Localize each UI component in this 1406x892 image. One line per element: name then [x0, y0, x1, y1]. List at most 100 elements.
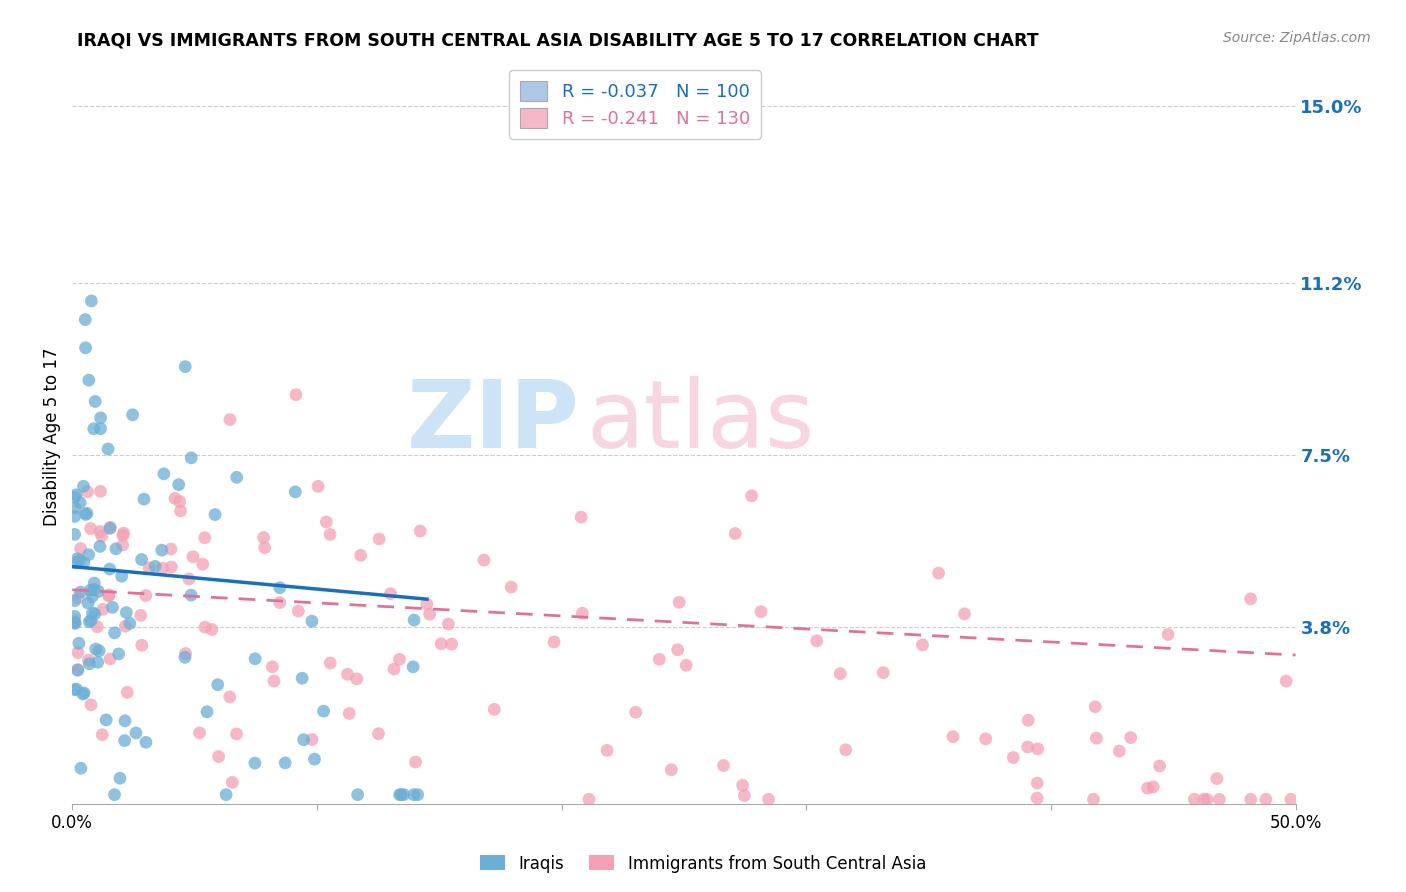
Iraqis: [291, 671, 314, 685]
Iraqis: [406, 788, 429, 802]
Y-axis label: Disability Age 5 to 17: Disability Age 5 to 17: [44, 347, 60, 525]
Immigrants from South Central Asia: [79, 522, 101, 536]
Iraqis: [72, 479, 94, 493]
Legend: R = -0.037   N = 100, R = -0.241   N = 130: R = -0.037 N = 100, R = -0.241 N = 130: [509, 70, 761, 139]
Immigrants from South Central Asia: [86, 620, 108, 634]
Immigrants from South Central Asia: [661, 763, 683, 777]
Immigrants from South Central Asia: [80, 698, 103, 712]
Text: Source: ZipAtlas.com: Source: ZipAtlas.com: [1223, 31, 1371, 45]
Immigrants from South Central Asia: [430, 637, 453, 651]
Iraqis: [87, 584, 110, 599]
Immigrants from South Central Asia: [367, 726, 389, 740]
Iraqis: [284, 484, 307, 499]
Iraqis: [86, 656, 108, 670]
Iraqis: [77, 373, 100, 387]
Iraqis: [70, 761, 93, 775]
Iraqis: [83, 607, 105, 621]
Immigrants from South Central Asia: [388, 652, 411, 666]
Immigrants from South Central Asia: [163, 491, 186, 506]
Iraqis: [65, 488, 87, 502]
Immigrants from South Central Asia: [1026, 791, 1049, 805]
Immigrants from South Central Asia: [287, 604, 309, 618]
Immigrants from South Central Asia: [160, 560, 183, 574]
Immigrants from South Central Asia: [741, 489, 763, 503]
Immigrants from South Central Asia: [66, 646, 89, 660]
Immigrants from South Central Asia: [90, 529, 112, 543]
Iraqis: [80, 614, 103, 628]
Immigrants from South Central Asia: [114, 619, 136, 633]
Immigrants from South Central Asia: [543, 635, 565, 649]
Iraqis: [243, 756, 266, 770]
Immigrants from South Central Asia: [666, 642, 689, 657]
Immigrants from South Central Asia: [69, 541, 91, 556]
Immigrants from South Central Asia: [135, 589, 157, 603]
Immigrants from South Central Asia: [724, 526, 747, 541]
Iraqis: [312, 704, 335, 718]
Iraqis: [83, 422, 105, 436]
Immigrants from South Central Asia: [262, 660, 284, 674]
Immigrants from South Central Asia: [111, 538, 134, 552]
Immigrants from South Central Asia: [112, 526, 135, 541]
Immigrants from South Central Asia: [336, 667, 359, 681]
Immigrants from South Central Asia: [806, 633, 828, 648]
Immigrants from South Central Asia: [1149, 759, 1171, 773]
Iraqis: [63, 527, 86, 541]
Immigrants from South Central Asia: [208, 749, 231, 764]
Immigrants from South Central Asia: [177, 572, 200, 586]
Iraqis: [153, 467, 176, 481]
Immigrants from South Central Asia: [501, 580, 523, 594]
Immigrants from South Central Asia: [1157, 627, 1180, 641]
Immigrants from South Central Asia: [201, 623, 224, 637]
Iraqis: [77, 548, 100, 562]
Iraqis: [84, 642, 107, 657]
Iraqis: [79, 583, 101, 598]
Immigrants from South Central Asia: [98, 520, 121, 534]
Immigrants from South Central Asia: [1026, 776, 1049, 790]
Immigrants from South Central Asia: [571, 606, 593, 620]
Immigrants from South Central Asia: [419, 607, 441, 622]
Immigrants from South Central Asia: [350, 549, 373, 563]
Immigrants from South Central Asia: [675, 658, 697, 673]
Text: atlas: atlas: [586, 376, 814, 467]
Iraqis: [96, 713, 118, 727]
Immigrants from South Central Asia: [181, 549, 204, 564]
Iraqis: [121, 408, 143, 422]
Iraqis: [174, 650, 197, 665]
Iraqis: [118, 616, 141, 631]
Immigrants from South Central Asia: [76, 484, 98, 499]
Iraqis: [389, 788, 412, 802]
Iraqis: [65, 500, 87, 515]
Immigrants from South Central Asia: [440, 637, 463, 651]
Iraqis: [215, 788, 238, 802]
Immigrants from South Central Asia: [111, 528, 134, 542]
Immigrants from South Central Asia: [1136, 781, 1159, 796]
Iraqis: [73, 686, 96, 700]
Immigrants from South Central Asia: [835, 743, 858, 757]
Immigrants from South Central Asia: [315, 515, 337, 529]
Iraqis: [69, 553, 91, 567]
Immigrants from South Central Asia: [928, 566, 950, 580]
Iraqis: [73, 556, 96, 570]
Iraqis: [125, 726, 148, 740]
Text: ZIP: ZIP: [406, 376, 579, 467]
Immigrants from South Central Asia: [115, 685, 138, 699]
Immigrants from South Central Asia: [731, 778, 754, 792]
Immigrants from South Central Asia: [409, 524, 432, 538]
Immigrants from South Central Asia: [1205, 772, 1227, 786]
Immigrants from South Central Asia: [307, 479, 329, 493]
Iraqis: [63, 682, 86, 697]
Immigrants from South Central Asia: [1085, 731, 1108, 746]
Iraqis: [80, 293, 103, 308]
Immigrants from South Central Asia: [63, 614, 86, 628]
Iraqis: [225, 470, 247, 484]
Immigrants from South Central Asia: [152, 561, 174, 575]
Iraqis: [75, 341, 97, 355]
Iraqis: [67, 636, 90, 650]
Immigrants from South Central Asia: [263, 673, 285, 688]
Iraqis: [195, 705, 218, 719]
Iraqis: [204, 508, 226, 522]
Immigrants from South Central Asia: [346, 672, 368, 686]
Immigrants from South Central Asia: [219, 412, 242, 426]
Immigrants from South Central Asia: [1279, 792, 1302, 806]
Immigrants from South Central Asia: [368, 532, 391, 546]
